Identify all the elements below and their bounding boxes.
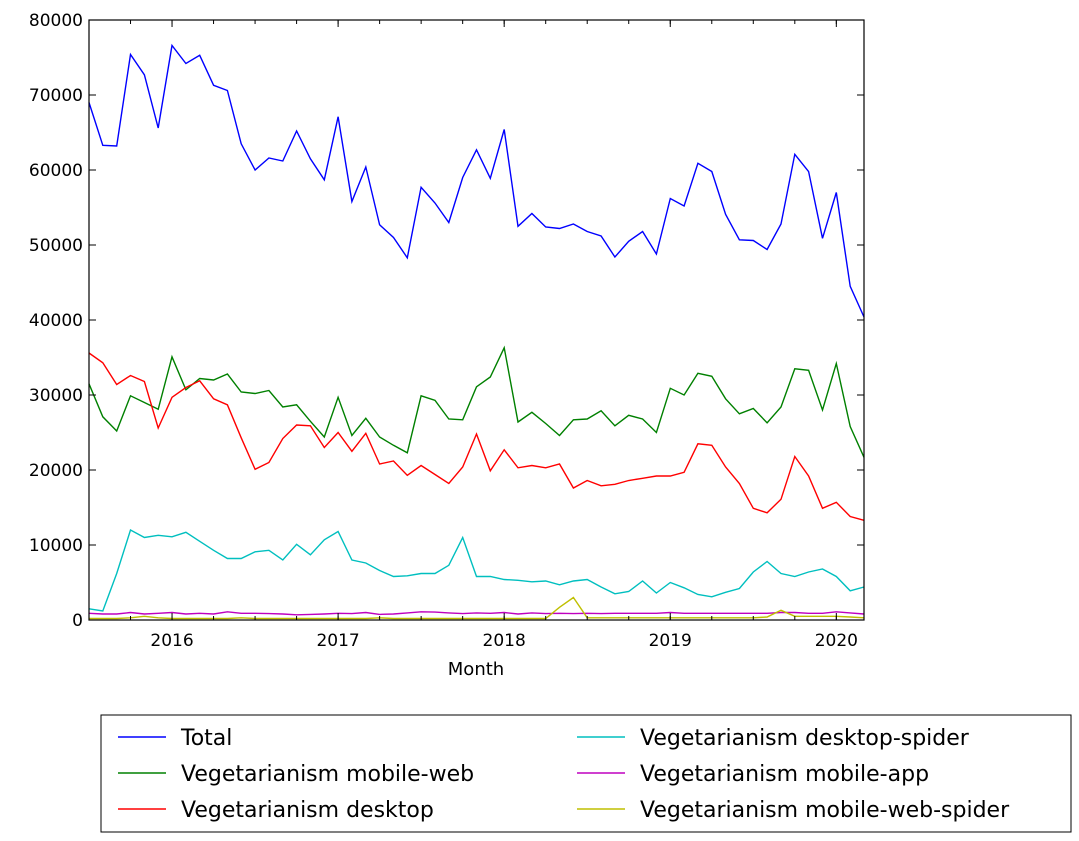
y-tick-label: 30000 xyxy=(29,386,83,406)
x-tick-label: 2019 xyxy=(649,631,692,651)
series-lines xyxy=(88,43,865,620)
y-tick-label: 50000 xyxy=(29,236,83,256)
y-tick-label: 40000 xyxy=(29,311,83,331)
x-tick-label: 2016 xyxy=(150,631,193,651)
series-line-1 xyxy=(88,345,865,458)
legend-label: Vegetarianism desktop-spider xyxy=(640,726,970,751)
x-tick-label: 2020 xyxy=(815,631,858,651)
y-tick-label: 70000 xyxy=(29,86,83,106)
legend-label: Total xyxy=(180,726,232,751)
plot-frame xyxy=(88,19,865,621)
series-line-4 xyxy=(88,611,865,616)
legend-box xyxy=(100,714,1072,833)
y-tick-label: 60000 xyxy=(29,161,83,181)
legend-label: Vegetarianism mobile-web-spider xyxy=(640,798,1010,823)
series-line-3 xyxy=(88,528,865,612)
legend: Total Vegetarianism mobile-web Vegetariani… xyxy=(118,726,1010,823)
series-line-5 xyxy=(89,596,865,620)
legend-label: Vegetarianism mobile-app xyxy=(640,762,929,787)
axis-ticks: 0 10000 20000 30000 40000 50000 60000 70000 8000… xyxy=(29,11,864,651)
y-tick-label: 0 xyxy=(72,611,83,631)
x-axis-label: Month xyxy=(448,659,504,680)
legend-label: Vegetarianism desktop xyxy=(181,798,434,823)
y-tick-label: 80000 xyxy=(29,11,83,31)
x-tick-label: 2017 xyxy=(316,631,359,651)
legend-label: Vegetarianism mobile-web xyxy=(181,762,474,787)
x-tick-label: 2018 xyxy=(483,631,526,651)
y-tick-label: 10000 xyxy=(29,536,83,556)
y-tick-label: 20000 xyxy=(29,461,83,481)
series-line-0 xyxy=(88,43,865,318)
series-line-2 xyxy=(88,352,865,521)
